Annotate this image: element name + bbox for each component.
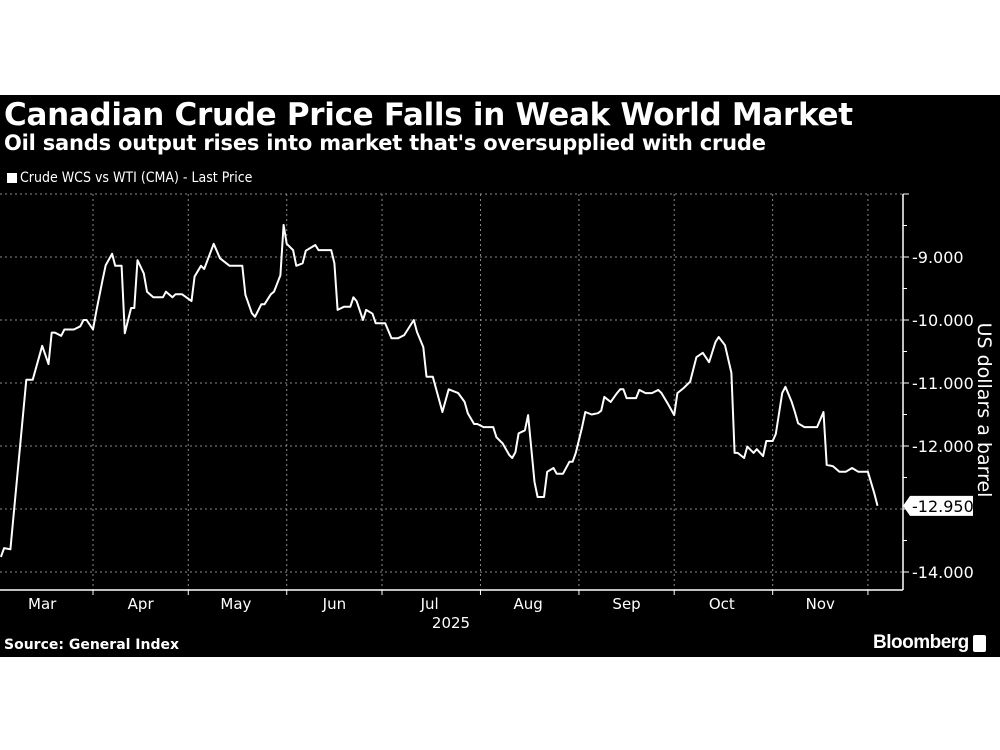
series-line <box>0 223 879 558</box>
last-value-label: -12.950 <box>903 495 974 516</box>
x-tick-label: Aug <box>513 595 542 613</box>
y-tick-label: -9.000 <box>912 248 964 267</box>
y-tick-label: -10.000 <box>912 311 974 330</box>
x-year-label: 2025 <box>432 614 470 632</box>
last-value-text: -12.950 <box>912 497 974 516</box>
chart-title: Canadian Crude Price Falls in Weak World… <box>4 97 853 133</box>
chart-subtitle: Oil sands output rises into market that'… <box>4 131 766 155</box>
y-tick-label: -11.000 <box>912 374 974 393</box>
y-axis-label: US dollars a barrel <box>973 323 995 498</box>
legend-label: Crude WCS vs WTI (CMA) - Last Price <box>20 170 253 186</box>
bloomberg-chart-icon <box>972 634 986 652</box>
grid <box>0 193 903 590</box>
x-tick-label: Mar <box>28 595 57 613</box>
last-value-badge <box>903 495 973 516</box>
tick-labels: -9.000 -10.000 -11.000 -12.000 -14.000 Mar Apr… <box>28 248 974 613</box>
source-note: Source: General Index <box>4 637 180 653</box>
x-tick-label: Oct <box>709 595 735 613</box>
x-tick-label: Nov <box>806 595 835 613</box>
axes <box>0 193 909 595</box>
x-tick-label: Sep <box>612 595 640 613</box>
chart-panel <box>0 95 1000 657</box>
y-tick-label: -14.000 <box>912 563 974 582</box>
x-tick-label: Apr <box>128 595 155 613</box>
legend: Crude WCS vs WTI (CMA) - Last Price <box>7 170 252 186</box>
y-tick-label: -12.000 <box>912 437 974 456</box>
legend-swatch <box>7 173 17 183</box>
x-tick-label: May <box>220 595 251 613</box>
bloomberg-logo: Bloomberg <box>873 632 986 654</box>
x-tick-label: Jun <box>322 595 346 613</box>
x-tick-label: Jul <box>420 595 439 613</box>
brand-text: Bloomberg <box>873 632 969 653</box>
